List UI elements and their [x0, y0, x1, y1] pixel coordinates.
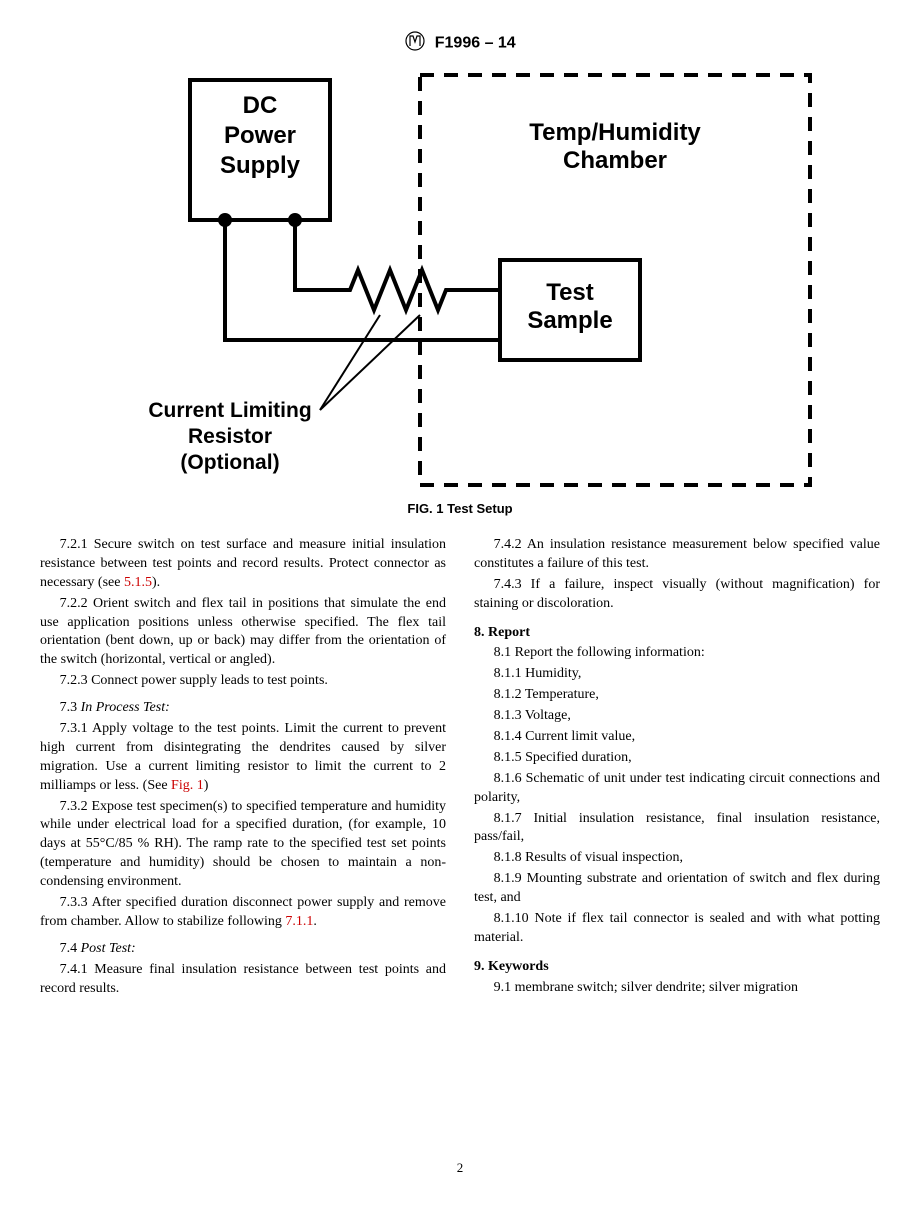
left-column: 7.2.1 Secure switch on test surface and …: [40, 536, 446, 1000]
para-8-1-4: 8.1.4 Current limit value,: [474, 728, 880, 747]
ref-7-1-1: 7.1.1: [285, 914, 313, 929]
svg-text:Sample: Sample: [527, 307, 612, 334]
section-9-title: 9. Keywords: [474, 958, 880, 977]
para-7-2-3: 7.2.3 Connect power supply leads to test…: [40, 672, 446, 691]
ref-5-1-5: 5.1.5: [124, 575, 152, 590]
figure-caption: FIG. 1 Test Setup: [40, 501, 880, 516]
two-column-body: 7.2.1 Secure switch on test surface and …: [40, 536, 880, 1000]
svg-text:Test: Test: [546, 279, 594, 306]
para-7-2-2: 7.2.2 Orient switch and flex tail in pos…: [40, 595, 446, 671]
para-8-1-9: 8.1.9 Mounting substrate and orientation…: [474, 870, 880, 908]
section-8-title: 8. Report: [474, 624, 880, 643]
para-8-1-2: 8.1.2 Temperature,: [474, 686, 880, 705]
para-7-4-1: 7.4.1 Measure final insulation resistanc…: [40, 961, 446, 999]
para-8-1-5: 8.1.5 Specified duration,: [474, 749, 880, 768]
para-7-3-2: 7.3.2 Expose test specimen(s) to specifi…: [40, 798, 446, 892]
para-7-3-3: 7.3.3 After specified duration disconnec…: [40, 894, 446, 932]
astm-logo-icon: [404, 30, 426, 57]
svg-text:Current Limiting: Current Limiting: [148, 399, 311, 422]
svg-text:DC: DC: [243, 92, 278, 119]
para-9-1: 9.1 membrane switch; silver dendrite; si…: [474, 979, 880, 998]
svg-text:Supply: Supply: [220, 152, 301, 179]
para-8-1-7: 8.1.7 Initial insulation resistance, fin…: [474, 810, 880, 848]
page-number: 2: [40, 1160, 880, 1176]
ref-fig-1: Fig. 1: [171, 778, 204, 793]
para-8-1-8: 8.1.8 Results of visual inspection,: [474, 849, 880, 868]
para-7-2-1: 7.2.1 Secure switch on test surface and …: [40, 536, 446, 593]
para-8-1-6: 8.1.6 Schematic of unit under test indic…: [474, 770, 880, 808]
para-7-3-1: 7.3.1 Apply voltage to the test points. …: [40, 720, 446, 796]
svg-text:Power: Power: [224, 122, 296, 149]
para-7-4-3: 7.4.3 If a failure, inspect visually (wi…: [474, 576, 880, 614]
para-8-1: 8.1 Report the following information:: [474, 644, 880, 663]
designation-text: F1996 – 14: [435, 35, 516, 52]
para-8-1-3: 8.1.3 Voltage,: [474, 707, 880, 726]
svg-text:Temp/Humidity: Temp/Humidity: [529, 119, 701, 146]
svg-text:Resistor: Resistor: [188, 425, 272, 448]
para-7-4-2: 7.4.2 An insulation resistance measureme…: [474, 536, 880, 574]
para-8-1-10: 8.1.10 Note if flex tail connector is se…: [474, 910, 880, 948]
page-header: F1996 – 14: [40, 30, 880, 57]
figure-1: Temp/Humidity Chamber DC Power Supply Te…: [40, 65, 880, 516]
subhead-7-4: 7.4 Post Test:: [40, 940, 446, 959]
svg-text:Chamber: Chamber: [563, 147, 667, 174]
subhead-7-3: 7.3 In Process Test:: [40, 699, 446, 718]
svg-text:(Optional): (Optional): [180, 451, 279, 474]
para-8-1-1: 8.1.1 Humidity,: [474, 665, 880, 684]
right-column: 7.4.2 An insulation resistance measureme…: [474, 536, 880, 1000]
